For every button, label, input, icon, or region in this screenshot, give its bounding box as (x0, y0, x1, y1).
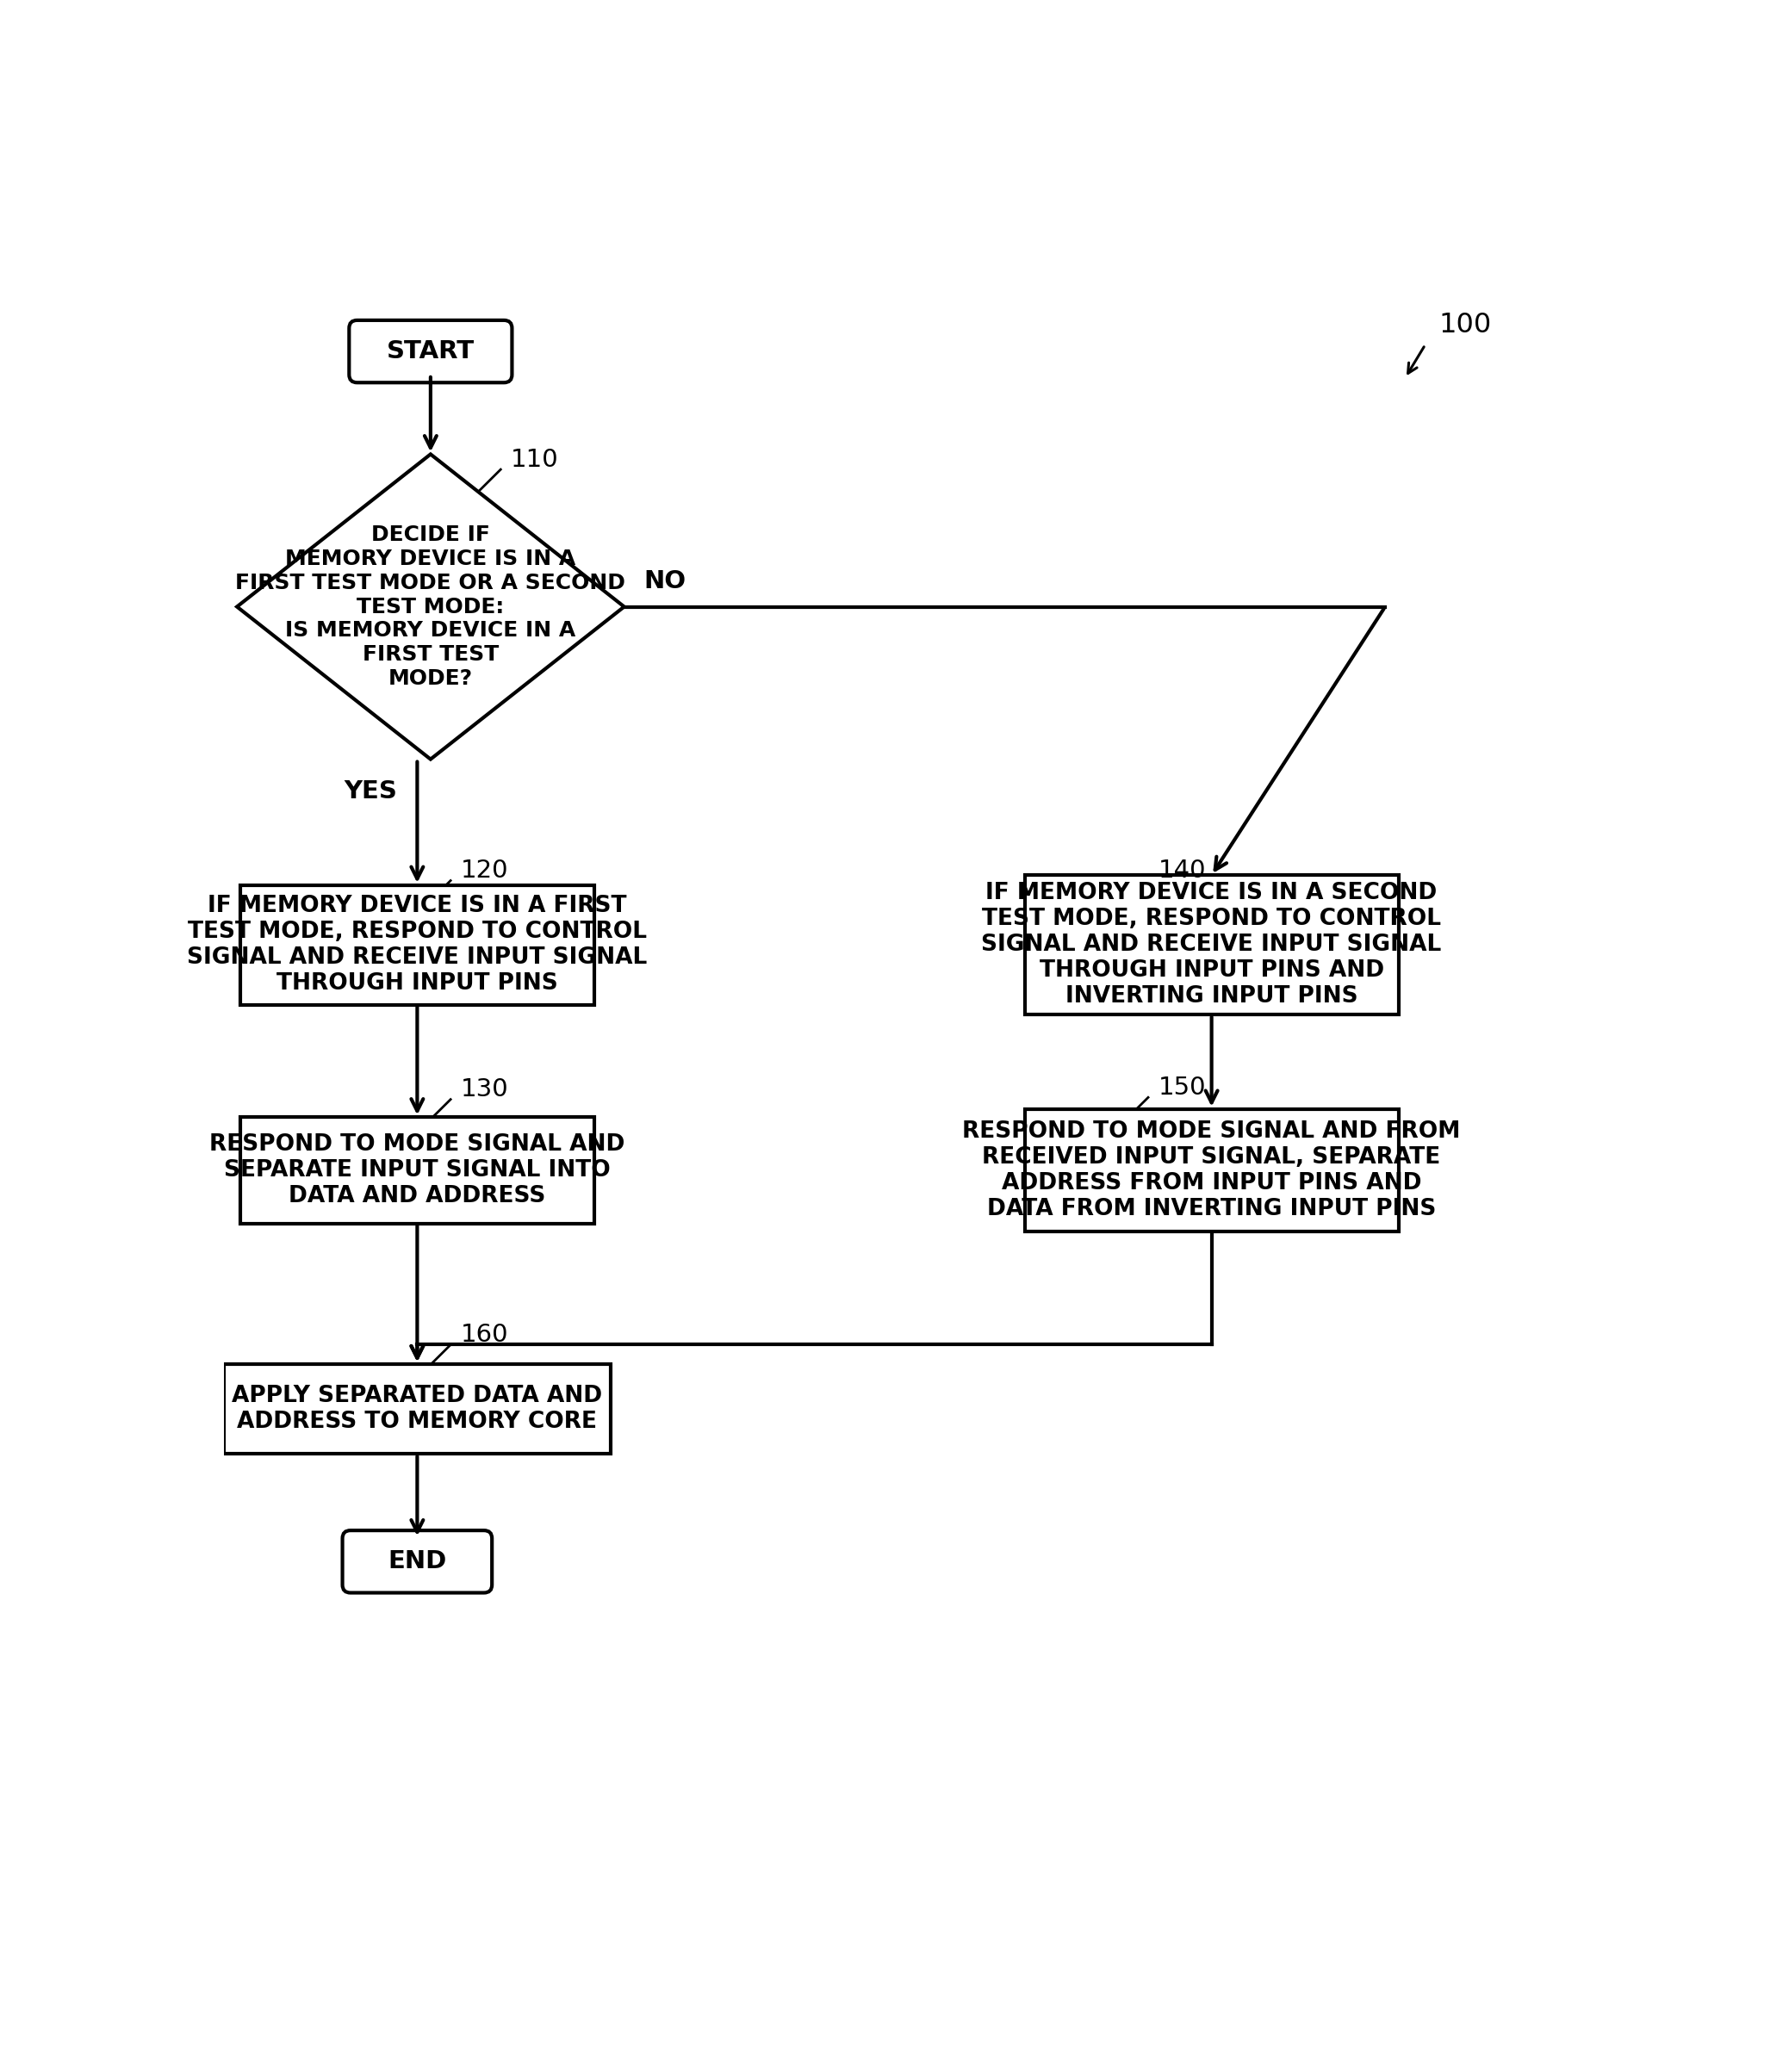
Text: NO: NO (644, 570, 687, 593)
Text: 160: 160 (460, 1322, 508, 1347)
Bar (240, 1117, 594, 1222)
FancyBboxPatch shape (349, 321, 512, 383)
Polygon shape (236, 454, 624, 758)
Text: 100: 100 (1438, 311, 1492, 338)
Bar (1025, 1109, 1399, 1231)
Text: RESPOND TO MODE SIGNAL AND FROM
RECEIVED INPUT SIGNAL, SEPARATE
ADDRESS FROM INP: RESPOND TO MODE SIGNAL AND FROM RECEIVED… (962, 1121, 1460, 1220)
Bar (240, 885, 594, 1005)
Text: 120: 120 (460, 858, 508, 883)
Text: 150: 150 (1157, 1075, 1206, 1100)
Bar (224, 1363, 610, 1455)
Text: DECIDE IF
MEMORY DEVICE IS IN A
FIRST TEST MODE OR A SECOND
TEST MODE:
IS MEMORY: DECIDE IF MEMORY DEVICE IS IN A FIRST TE… (236, 524, 626, 688)
Text: RESPOND TO MODE SIGNAL AND
SEPARATE INPUT SIGNAL INTO
DATA AND ADDRESS: RESPOND TO MODE SIGNAL AND SEPARATE INPU… (209, 1133, 624, 1208)
Text: IF MEMORY DEVICE IS IN A FIRST
TEST MODE, RESPOND TO CONTROL
SIGNAL AND RECEIVE : IF MEMORY DEVICE IS IN A FIRST TEST MODE… (188, 895, 648, 995)
Text: IF MEMORY DEVICE IS IN A SECOND
TEST MODE, RESPOND TO CONTROL
SIGNAL AND RECEIVE: IF MEMORY DEVICE IS IN A SECOND TEST MOD… (982, 883, 1442, 1007)
Bar (1025, 874, 1399, 1015)
Text: 140: 140 (1157, 858, 1206, 883)
Text: START: START (386, 340, 474, 363)
Text: YES: YES (343, 779, 397, 804)
Text: 130: 130 (460, 1077, 508, 1102)
FancyBboxPatch shape (342, 1531, 492, 1593)
Text: 110: 110 (510, 448, 558, 472)
Text: APPLY SEPARATED DATA AND
ADDRESS TO MEMORY CORE: APPLY SEPARATED DATA AND ADDRESS TO MEMO… (233, 1384, 603, 1434)
Text: END: END (388, 1550, 447, 1573)
